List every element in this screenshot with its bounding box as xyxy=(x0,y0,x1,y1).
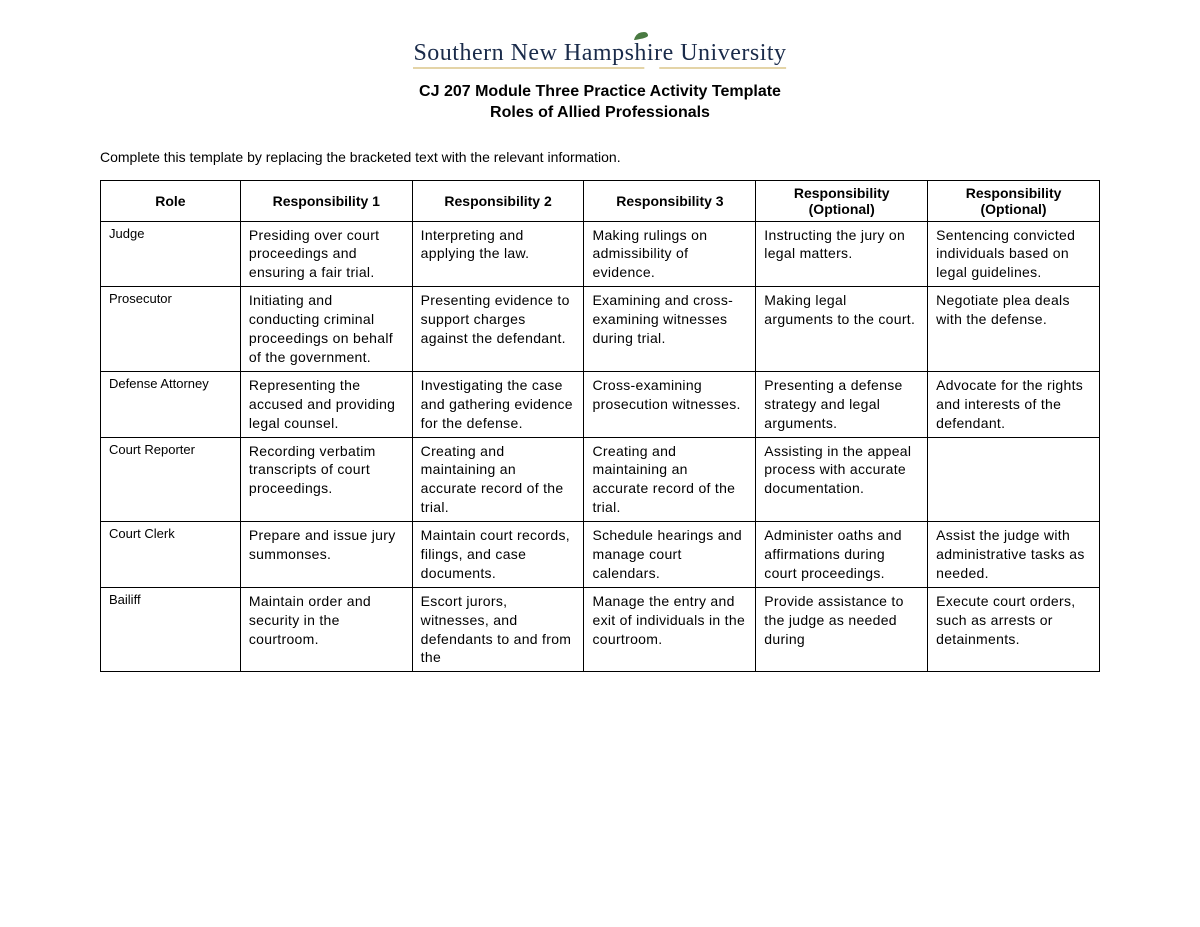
role-cell: Prosecutor xyxy=(101,287,241,372)
instructions-text: Complete this template by replacing the … xyxy=(100,149,1100,165)
table-header-cell: Responsibility(Optional) xyxy=(928,180,1100,221)
responsibility-cell xyxy=(928,437,1100,522)
responsibility-cell: Sentencing convicted individuals based o… xyxy=(928,221,1100,287)
table-header-cell: Responsibility 1 xyxy=(240,180,412,221)
responsibility-cell: Negotiate plea deals with the defense. xyxy=(928,287,1100,372)
logo-text: Southern New Hampshire University xyxy=(413,40,786,66)
responsibility-cell: Representing the accused and providing l… xyxy=(240,371,412,437)
responsibility-cell: Making legal arguments to the court. xyxy=(756,287,928,372)
responsibility-cell: Examining and cross-examining witnesses … xyxy=(584,287,756,372)
title-line2: Roles of Allied Professionals xyxy=(100,103,1100,124)
responsibility-cell: Cross-examining prosecution witnesses. xyxy=(584,371,756,437)
table-row: Defense AttorneyRepresenting the accused… xyxy=(101,371,1100,437)
responsibility-cell: Interpreting and applying the law. xyxy=(412,221,584,287)
document-title: CJ 207 Module Three Practice Activity Te… xyxy=(100,82,1100,124)
role-cell: Defense Attorney xyxy=(101,371,241,437)
table-header-cell: Responsibility(Optional) xyxy=(756,180,928,221)
table-row: ProsecutorInitiating and conducting crim… xyxy=(101,287,1100,372)
responsibility-cell: Execute court orders, such as arrests or… xyxy=(928,587,1100,672)
leaf-icon xyxy=(632,30,650,42)
role-cell: Judge xyxy=(101,221,241,287)
table-header-cell: Role xyxy=(101,180,241,221)
responsibility-cell: Presiding over court proceedings and ens… xyxy=(240,221,412,287)
table-body: JudgePresiding over court proceedings an… xyxy=(101,221,1100,672)
university-logo: Southern New Hampshire University xyxy=(100,40,1100,67)
role-cell: Court Clerk xyxy=(101,522,241,588)
responsibility-cell: Assisting in the appeal process with acc… xyxy=(756,437,928,522)
responsibility-cell: Administer oaths and affirmations during… xyxy=(756,522,928,588)
responsibility-cell: Making rulings on admissibility of evide… xyxy=(584,221,756,287)
responsibility-cell: Provide assistance to the judge as neede… xyxy=(756,587,928,672)
table-row: BailiffMaintain order and security in th… xyxy=(101,587,1100,672)
responsibility-cell: Schedule hearings and manage court calen… xyxy=(584,522,756,588)
responsibility-cell: Advocate for the rights and interests of… xyxy=(928,371,1100,437)
table-header-cell: Responsibility 3 xyxy=(584,180,756,221)
table-row: Court ReporterRecording verbatim transcr… xyxy=(101,437,1100,522)
table-row: JudgePresiding over court proceedings an… xyxy=(101,221,1100,287)
responsibility-cell: Instructing the jury on legal matters. xyxy=(756,221,928,287)
responsibility-cell: Initiating and conducting criminal proce… xyxy=(240,287,412,372)
responsibility-cell: Manage the entry and exit of individuals… xyxy=(584,587,756,672)
responsibility-cell: Presenting a defense strategy and legal … xyxy=(756,371,928,437)
responsibility-cell: Maintain order and security in the court… xyxy=(240,587,412,672)
roles-table: RoleResponsibility 1Responsibility 2Resp… xyxy=(100,180,1100,673)
responsibility-cell: Recording verbatim transcripts of court … xyxy=(240,437,412,522)
table-header-row: RoleResponsibility 1Responsibility 2Resp… xyxy=(101,180,1100,221)
logo-underline xyxy=(413,67,786,69)
table-header-cell: Responsibility 2 xyxy=(412,180,584,221)
table-row: Court ClerkPrepare and issue jury summon… xyxy=(101,522,1100,588)
role-cell: Bailiff xyxy=(101,587,241,672)
responsibility-cell: Prepare and issue jury summonses. xyxy=(240,522,412,588)
responsibility-cell: Assist the judge with administrative tas… xyxy=(928,522,1100,588)
responsibility-cell: Creating and maintaining an accurate rec… xyxy=(412,437,584,522)
title-line1: CJ 207 Module Three Practice Activity Te… xyxy=(419,83,781,100)
responsibility-cell: Creating and maintaining an accurate rec… xyxy=(584,437,756,522)
responsibility-cell: Investigating the case and gathering evi… xyxy=(412,371,584,437)
responsibility-cell: Escort jurors, witnesses, and defendants… xyxy=(412,587,584,672)
responsibility-cell: Presenting evidence to support charges a… xyxy=(412,287,584,372)
role-cell: Court Reporter xyxy=(101,437,241,522)
responsibility-cell: Maintain court records, filings, and cas… xyxy=(412,522,584,588)
